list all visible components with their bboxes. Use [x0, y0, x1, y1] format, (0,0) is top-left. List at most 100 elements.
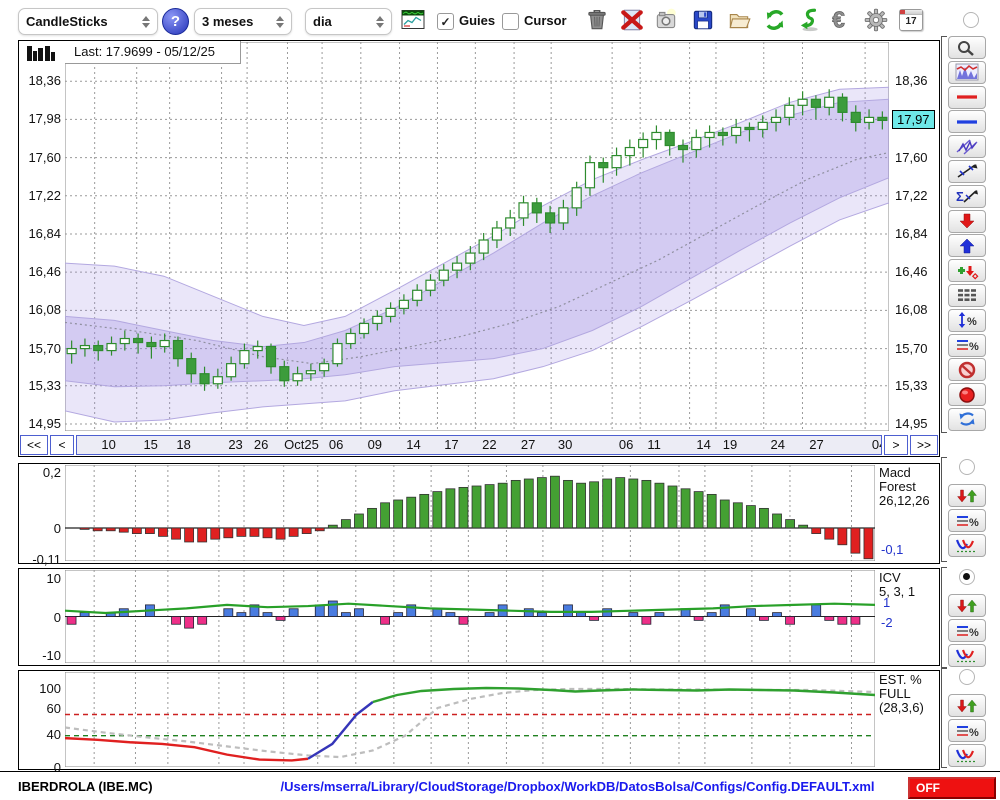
open-folder-icon[interactable] [726, 7, 752, 33]
sum-trendline-button[interactable]: Σ [948, 184, 986, 208]
nav-prev-button[interactable]: < [50, 435, 74, 455]
stoch-y-label: 100 [39, 681, 61, 696]
x-tick-label: 09 [367, 437, 383, 452]
macd-current-value: -0,1 [881, 542, 904, 557]
macd-panel: Histgrama MACD 0,20-0,11 Macd Forest 26,… [18, 463, 940, 567]
x-tick-label: 10 [101, 437, 116, 452]
main-chart-radio[interactable] [963, 12, 979, 28]
forbidden-button[interactable] [948, 358, 986, 382]
x-tick-label: 30 [557, 437, 573, 452]
stoch-params: EST. % FULL (28,3,6) [879, 672, 924, 715]
x-tick-label: 18 [176, 437, 191, 452]
settings-gear-icon[interactable] [863, 7, 889, 33]
vertical-percent-button[interactable]: % [948, 308, 986, 332]
zoom-button[interactable] [948, 36, 986, 59]
icv-curves-button[interactable] [948, 644, 986, 667]
svg-text:Σ: Σ [956, 189, 964, 204]
nav-next-button[interactable]: > [884, 435, 908, 455]
icv-lines-percent-button[interactable]: % [948, 619, 986, 642]
x-tick-label: 04 [871, 437, 881, 452]
y-label-left: 17,60 [28, 149, 61, 165]
indicator-chart-button[interactable] [948, 60, 986, 84]
mini-chart-icon[interactable] [401, 9, 425, 30]
icv-updown-arrows-button[interactable] [948, 594, 986, 617]
icv-radio[interactable] [959, 569, 975, 585]
x-tick-label: 27 [809, 437, 824, 452]
macd-bracket [941, 457, 947, 562]
trendline-button[interactable] [948, 159, 986, 183]
svg-text:%: % [967, 316, 977, 328]
macd-lines-percent-button[interactable]: % [948, 509, 986, 532]
stoch-updown-arrows-button[interactable] [948, 694, 986, 717]
chart-type-select[interactable]: CandleSticks [18, 8, 158, 35]
volume-bars-icon [27, 46, 55, 61]
y-label-left: 15,33 [28, 377, 61, 393]
nav-first-button[interactable]: << [20, 435, 48, 455]
zigzag-channel-icon [956, 139, 978, 155]
zigzag-channel-button[interactable] [948, 135, 986, 159]
save-icon[interactable] [690, 7, 716, 33]
chevron-updown-icon [134, 15, 150, 28]
indicator-chart-icon [955, 63, 979, 81]
macd-radio[interactable] [959, 459, 975, 475]
period-select[interactable]: 3 meses [194, 8, 292, 35]
help-button[interactable]: ? [162, 8, 189, 35]
x-tick-label: 22 [482, 437, 497, 452]
y-label-right: 16,08 [895, 302, 928, 318]
icv-line-value: 1 [883, 595, 891, 610]
interval-value: dia [313, 14, 332, 29]
macd-curves-button[interactable] [948, 534, 986, 557]
stoch-curves-button[interactable] [948, 744, 986, 767]
status-bar: IBERDROLA (IBE.MC) /Users/mserra/Library… [0, 771, 1000, 800]
y-label-left: 16,84 [28, 225, 61, 241]
snapshot-icon[interactable] [653, 7, 679, 33]
macd-updown-arrows-button[interactable] [948, 484, 986, 507]
y-label-left: 15,70 [28, 340, 61, 356]
lines-percent-icon: % [957, 625, 979, 639]
config-path-link[interactable]: /Users/mserra/Library/CloudStorage/Dropb… [280, 779, 875, 794]
off-toggle[interactable]: OFF [908, 777, 996, 799]
svg-text:€: € [832, 7, 845, 33]
interval-select[interactable]: dia [305, 8, 392, 35]
arrow-down-button[interactable] [948, 209, 986, 233]
arrow-up-button[interactable] [948, 234, 986, 258]
x-axis-strip[interactable]: 10 15 18 23 26 Oct25 06 09 14 17 22 27 30 06 11 14 19 24 2… [76, 435, 882, 455]
stoch-lines-percent-button[interactable]: % [948, 719, 986, 742]
period-value: 3 meses [202, 14, 254, 29]
lines-percent-icon: % [957, 340, 979, 353]
calendar-icon[interactable]: 17 [899, 9, 923, 31]
euro-icon[interactable]: € [829, 7, 855, 33]
nav-last-button[interactable]: >> [910, 435, 938, 455]
red-line-icon [957, 95, 977, 99]
table-rows-icon [958, 289, 976, 302]
y-label-left: 17,22 [28, 187, 61, 203]
blue-line-button[interactable] [948, 110, 986, 134]
x-tick-label: 27 [520, 437, 536, 452]
red-line-button[interactable] [948, 85, 986, 109]
x-tick-label: 19 [722, 437, 738, 452]
cursor-checkbox[interactable] [502, 13, 519, 30]
delete-x-icon[interactable] [619, 7, 645, 33]
stoch-radio[interactable] [959, 669, 975, 685]
stochastic-plot[interactable] [65, 672, 875, 767]
icv-y-label: -10 [42, 648, 61, 664]
lines-percent-button[interactable]: % [948, 333, 986, 357]
refresh-blue-button[interactable] [948, 407, 986, 431]
record-button[interactable] [948, 383, 986, 407]
candlestick-plot[interactable] [65, 42, 889, 431]
trash-icon[interactable] [584, 7, 610, 33]
sum-trendline-icon: Σ [956, 189, 978, 204]
refresh-icon[interactable] [762, 7, 788, 33]
sync-icon[interactable] [796, 7, 822, 33]
table-rows-button[interactable] [948, 283, 986, 307]
stoch-y-label: 0 [53, 760, 61, 775]
zoom-icon [958, 40, 974, 56]
help-label: ? [170, 13, 181, 30]
add-signal-button[interactable] [948, 259, 986, 283]
y-label-left: 16,08 [28, 302, 61, 318]
macd-plot[interactable] [65, 465, 875, 561]
icv-plot[interactable] [65, 570, 875, 663]
guies-checkbox[interactable]: ✓ [437, 13, 454, 30]
x-tick-label: 14 [696, 437, 711, 452]
